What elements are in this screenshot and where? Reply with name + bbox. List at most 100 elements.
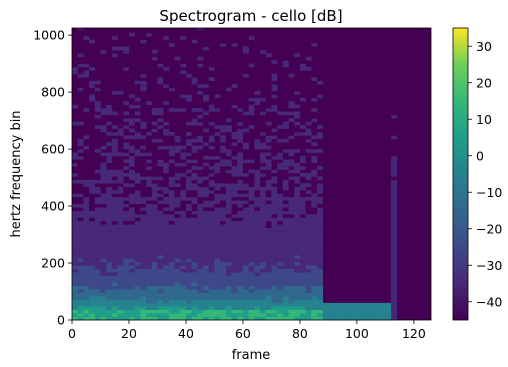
heatmap-cell [151, 125, 158, 129]
heatmap-cell [225, 111, 232, 116]
heatmap-cell [83, 190, 90, 194]
heatmap-cell [146, 101, 153, 105]
heatmap-cell [89, 97, 96, 102]
heatmap-cell [140, 292, 147, 297]
heatmap-cell [191, 138, 198, 143]
heatmap-cell [128, 138, 135, 143]
heatmap-cell [317, 125, 324, 129]
heatmap-cell [231, 217, 238, 222]
heatmap-cell [134, 227, 141, 232]
heatmap-cell [225, 125, 232, 129]
heatmap-cell [77, 149, 84, 153]
heatmap-cell [174, 309, 181, 314]
heatmap-cell [260, 131, 267, 136]
heatmap-cell [134, 128, 141, 133]
x-tick-label: 80 [292, 326, 308, 341]
heatmap-cell [106, 101, 113, 105]
heatmap-cell [317, 306, 324, 311]
heatmap-cell [128, 94, 135, 99]
heatmap-cell [100, 138, 107, 143]
heatmap-cell [77, 278, 84, 283]
heatmap-cell [134, 87, 141, 92]
heatmap-cell [294, 217, 301, 222]
heatmap-cell [203, 90, 210, 95]
heatmap-cell [106, 248, 113, 252]
heatmap-cell [265, 186, 272, 191]
heatmap-cell [123, 203, 130, 208]
heatmap-cell [242, 299, 249, 304]
heatmap-cell [282, 313, 289, 317]
heatmap-cell [123, 316, 130, 321]
heatmap-cell [123, 145, 130, 150]
heatmap-cell [260, 43, 267, 47]
heatmap-cell [231, 237, 238, 242]
heatmap-cell [128, 121, 135, 126]
heatmap-cell [305, 316, 312, 321]
heatmap-cell [391, 183, 398, 187]
heatmap-cell [72, 278, 78, 283]
heatmap-cell [305, 190, 312, 194]
heatmap-cell [174, 251, 181, 256]
heatmap-cell [237, 285, 244, 290]
heatmap-cell [282, 309, 289, 314]
heatmap-cell [180, 63, 187, 68]
heatmap-cell [185, 302, 192, 307]
heatmap-cell [106, 265, 113, 270]
heatmap-cell [225, 149, 232, 153]
heatmap-cell [100, 53, 107, 58]
heatmap-cell [231, 169, 238, 174]
heatmap-cell [117, 234, 124, 239]
heatmap-cell [214, 104, 221, 109]
heatmap-cell [77, 217, 84, 222]
heatmap-cell [191, 173, 198, 177]
heatmap-cell [151, 299, 158, 304]
heatmap-cell [197, 135, 204, 140]
heatmap-cell [168, 309, 175, 314]
heatmap-cell [77, 275, 84, 280]
heatmap-cell [117, 162, 124, 167]
heatmap-cell [128, 32, 135, 37]
heatmap-cell [225, 265, 232, 270]
heatmap-cell [220, 299, 227, 304]
heatmap-cell [185, 60, 192, 64]
heatmap-cell [237, 36, 244, 40]
heatmap-cell [157, 128, 164, 133]
heatmap-cell [265, 275, 272, 280]
heatmap-cell [317, 101, 324, 105]
heatmap-cell [72, 296, 78, 300]
heatmap-cell [203, 145, 210, 150]
heatmap-cell [111, 46, 118, 51]
heatmap-cell [89, 237, 96, 242]
heatmap-cell [391, 149, 398, 153]
heatmap-cell [77, 296, 84, 300]
heatmap-cell [203, 313, 210, 317]
heatmap-cell [185, 138, 192, 143]
heatmap-cell [277, 73, 284, 78]
heatmap-cell [89, 49, 96, 54]
heatmap-cell [254, 131, 261, 136]
heatmap-cell [391, 296, 398, 300]
heatmap-cell [168, 285, 175, 290]
heatmap-cell [203, 261, 210, 266]
heatmap-cell [123, 217, 130, 222]
heatmap-cell [214, 152, 221, 157]
heatmap-cell [77, 234, 84, 239]
heatmap-cell [168, 296, 175, 300]
heatmap-cell [197, 186, 204, 191]
heatmap-cell [299, 241, 306, 246]
heatmap-cell [94, 125, 101, 129]
heatmap-cell [328, 306, 335, 311]
heatmap-cell [151, 166, 158, 170]
heatmap-cell [151, 162, 158, 167]
heatmap-cell [83, 306, 90, 311]
heatmap-cell [220, 203, 227, 208]
heatmap-cell [277, 207, 284, 211]
heatmap-cell [208, 210, 215, 215]
heatmap-cell [299, 190, 306, 194]
heatmap-cell [163, 128, 170, 133]
heatmap-cell [185, 234, 192, 239]
heatmap-cell [128, 285, 135, 290]
heatmap-cell [237, 237, 244, 242]
heatmap-cell [111, 131, 118, 136]
heatmap-cell [248, 63, 255, 68]
